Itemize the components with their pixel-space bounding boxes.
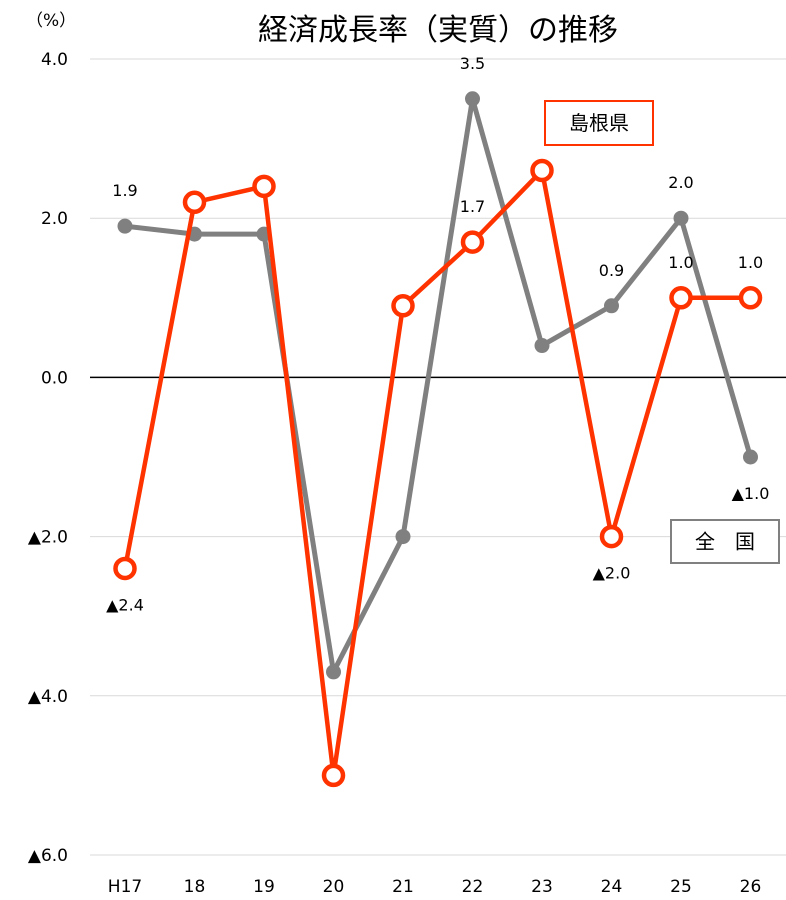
y-tick-label: ▲2.0 [28,528,68,548]
data-point [321,763,346,788]
data-point [743,449,758,465]
x-tick-label: 22 [462,877,484,897]
data-labels: 1.9 3.5 0.9 2.0 ▲1.0 ▲2.4 1.7 ▲2.0 1.0 1.0 [106,54,769,615]
y-tick-label: ▲6.0 [28,846,68,866]
data-label: 1.0 [668,253,693,272]
y-tick-label: ▲4.0 [28,687,68,707]
data-label: 1.9 [112,181,137,200]
data-point [182,190,207,215]
data-point [391,294,415,318]
data-point [669,286,693,310]
x-tick-label: 19 [253,877,275,897]
data-point [673,210,689,226]
data-label: 0.9 [599,261,624,280]
data-point [738,286,763,310]
y-axis-tick-labels: 4.0 2.0 0.0 ▲2.0 ▲4.0 ▲6.0 [28,50,68,866]
data-point [395,529,411,545]
y-tick-label: 4.0 [41,50,68,70]
data-point [113,556,137,581]
x-tick-label: 24 [601,877,623,897]
legend-label: 全 国 [695,530,755,554]
data-point [465,91,480,107]
data-label: 3.5 [460,54,485,73]
data-label: 1.0 [738,253,763,272]
x-tick-label: 21 [392,877,414,897]
data-point [530,158,554,183]
data-point [326,664,341,680]
y-axis-unit-label: （%） [26,11,76,31]
series-lines [113,91,763,788]
x-tick-label: 25 [670,877,692,897]
data-point [599,524,624,549]
data-point [117,218,133,234]
data-label: ▲2.0 [593,564,631,583]
chart-title: 経済成長率（実質）の推移 [258,13,618,48]
legend-item: 島根県 [544,100,654,146]
x-tick-label: 26 [740,877,762,897]
data-point [460,230,485,254]
data-label: ▲1.0 [732,484,770,503]
data-label: 2.0 [668,173,693,192]
y-tick-label: 0.0 [41,368,68,388]
series-line [122,168,751,778]
series-shimane [113,158,763,788]
data-point [252,174,276,199]
data-point [604,298,619,314]
y-tick-label: 2.0 [41,209,68,229]
series-line [124,96,753,675]
x-axis-tick-labels: H17 18 19 20 21 22 23 24 25 26 [108,877,762,897]
x-tick-label: 18 [184,877,206,897]
legend-item: 全 国 [670,519,780,564]
x-tick-label: 23 [531,877,553,897]
x-tick-label: 20 [323,877,345,897]
data-point [534,338,550,354]
legend-box [544,100,654,146]
legend-box [670,519,780,564]
legend-label: 島根県 [569,111,629,135]
gridlines [90,58,786,856]
x-tick-label: H17 [108,877,142,897]
data-label: ▲2.4 [106,595,144,614]
series-national [117,91,758,680]
data-label: 1.7 [460,197,485,216]
